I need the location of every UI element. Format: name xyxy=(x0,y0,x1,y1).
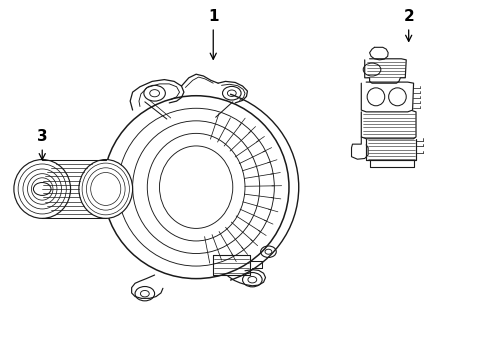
Text: 3: 3 xyxy=(37,130,48,160)
Ellipse shape xyxy=(79,159,133,219)
Text: 2: 2 xyxy=(403,9,414,41)
Ellipse shape xyxy=(103,96,289,279)
Ellipse shape xyxy=(14,159,71,219)
Text: 1: 1 xyxy=(208,9,219,59)
